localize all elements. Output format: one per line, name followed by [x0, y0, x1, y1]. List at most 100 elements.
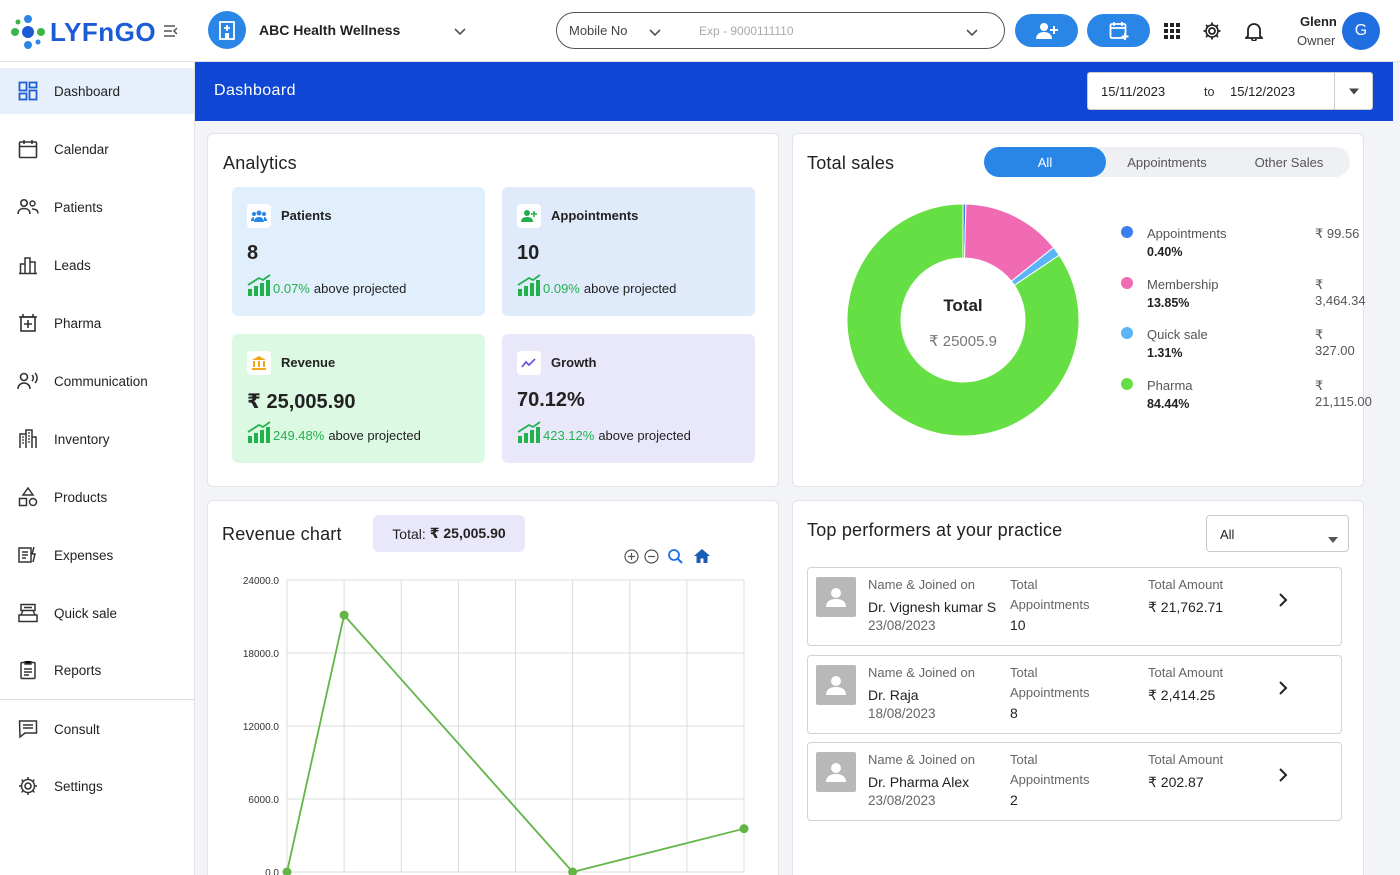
- gear-icon[interactable]: [1201, 20, 1223, 42]
- appointments-header-line1: Total: [1010, 577, 1038, 592]
- amount-header: Total Amount: [1148, 664, 1224, 680]
- chevron-down-icon[interactable]: [454, 23, 466, 41]
- date-from[interactable]: 15/11/2023: [1101, 84, 1166, 99]
- legend-dot: [1121, 226, 1133, 238]
- page-header: Dashboard 15/11/2023 to 15/12/2023: [195, 62, 1393, 121]
- sidebar-item-expenses[interactable]: Expenses: [0, 532, 194, 578]
- stat-card-revenue[interactable]: Revenue ₹ 25,005.90 249.48% above projec…: [232, 334, 485, 463]
- sidebar-item-patients[interactable]: Patients: [0, 184, 194, 230]
- products-icon: [17, 486, 39, 508]
- sidebar-item-settings[interactable]: Settings: [0, 763, 194, 809]
- stat-card-appointments[interactable]: Appointments 10 0.09% above projected: [502, 187, 755, 316]
- sidebar-item-inventory[interactable]: Inventory: [0, 416, 194, 462]
- add-appointment-button[interactable]: [1087, 14, 1150, 47]
- revenue-data-point[interactable]: [568, 867, 578, 875]
- chevron-right-icon[interactable]: [1278, 680, 1288, 700]
- stat-trend: 423.12% above projected: [517, 421, 691, 443]
- inventory-icon: [17, 428, 39, 450]
- stat-label: Appointments: [551, 208, 639, 223]
- donut-slice-pharma[interactable]: [846, 203, 1080, 437]
- search-input[interactable]: [699, 20, 949, 42]
- home-icon[interactable]: [693, 548, 711, 564]
- revenue-data-point[interactable]: [282, 867, 292, 875]
- clinic-selector[interactable]: ABC Health Wellness: [208, 11, 466, 49]
- revenue-total-label: Total:: [392, 525, 426, 542]
- sidebar-item-quick-sale[interactable]: Quick sale: [0, 590, 194, 636]
- performer-name-header: Name & Joined on: [868, 752, 975, 767]
- avatar[interactable]: G: [1342, 12, 1380, 50]
- performer-joined-date: 23/08/2023: [868, 618, 936, 633]
- legend-name: Membership: [1147, 276, 1219, 292]
- performer-row[interactable]: Name & Joined on Dr. Pharma Alex 23/08/202…: [807, 742, 1342, 821]
- revenue-data-point[interactable]: [339, 610, 349, 620]
- revenue-line-chart[interactable]: 24000.0 18000.0 12000.0 6000.0 0.0: [218, 566, 758, 875]
- sales-donut-chart[interactable]: [845, 202, 1081, 438]
- performer-amount: ₹ 2,414.25: [1148, 686, 1216, 703]
- date-range-picker[interactable]: 15/11/2023 to 15/12/2023: [1087, 72, 1373, 110]
- legend-dot: [1121, 377, 1133, 390]
- sidebar-item-dashboard[interactable]: Dashboard: [0, 68, 194, 114]
- performer-name-header: Name & Joined on: [868, 664, 975, 680]
- bar-trend-icon: [517, 421, 541, 443]
- caret-down-icon: [1328, 530, 1338, 548]
- amount-header: Total Amount: [1148, 752, 1224, 767]
- performer-row[interactable]: Name & Joined on Dr. Raja 18/08/2023 Total A…: [807, 654, 1342, 734]
- date-dropdown-button[interactable]: [1334, 73, 1372, 109]
- performer-amount: ₹ 21,762.71: [1148, 599, 1224, 615]
- chevron-down-icon[interactable]: [649, 24, 661, 42]
- stat-card-patients[interactable]: Patients 8 0.07% above projected: [232, 187, 485, 316]
- chevron-right-icon[interactable]: [1278, 768, 1288, 787]
- sidebar-item-leads[interactable]: Leads: [0, 242, 194, 288]
- date-to[interactable]: 15/12/2023: [1230, 84, 1296, 99]
- menu-collapse-icon[interactable]: [164, 24, 180, 40]
- bell-icon[interactable]: [1243, 20, 1265, 42]
- performer-name-header: Name & Joined on: [868, 577, 975, 592]
- brand-logo[interactable]: LYFnGO: [10, 14, 180, 50]
- sidebar-item-calendar[interactable]: Calendar: [0, 126, 194, 172]
- revenue-total-value: ₹ 25,005.90: [429, 525, 506, 541]
- sidebar-item-reports[interactable]: Reports: [0, 647, 194, 693]
- sidebar-item-label: Pharma: [54, 315, 102, 331]
- tab-other-sales[interactable]: Other Sales: [1254, 154, 1324, 170]
- performer-appointments: 2: [1010, 792, 1018, 808]
- top-performers-card: Top performers at your practice All Name…: [792, 500, 1364, 875]
- sidebar-item-communication[interactable]: Communication: [0, 358, 194, 404]
- scrollbar[interactable]: [1393, 62, 1400, 875]
- performer-amount: ₹ 202.87: [1148, 774, 1204, 790]
- sidebar-divider: [0, 699, 194, 700]
- sidebar-item-pharma[interactable]: Pharma: [0, 300, 194, 346]
- stat-trend: 0.07% above projected: [247, 274, 406, 296]
- stat-card-growth[interactable]: Growth 70.12% 423.12% above projected: [502, 334, 755, 463]
- apps-grid-icon[interactable]: [1161, 20, 1183, 42]
- performers-filter-select[interactable]: All: [1206, 515, 1349, 552]
- top-performers-title: Top performers at your practice: [807, 520, 1063, 540]
- bar-trend-icon: [247, 421, 271, 443]
- stat-trend: 0.09% above projected: [517, 274, 676, 296]
- performer-name: Dr. Raja: [868, 686, 919, 703]
- date-to-label: to: [1204, 85, 1215, 99]
- appointments-header-line2: Appointments: [1010, 597, 1090, 612]
- chevron-down-icon[interactable]: [966, 24, 978, 42]
- sales-tabs: All Appointments Other Sales: [984, 147, 1350, 177]
- performer-name: Dr. Vignesh kumar S: [868, 599, 997, 615]
- sidebar-item-products[interactable]: Products: [0, 474, 194, 520]
- zoom-in-icon[interactable]: [624, 548, 639, 564]
- performer-row[interactable]: Name & Joined on Dr. Vignesh kumar S 23/08…: [807, 567, 1342, 646]
- stat-label: Patients: [281, 208, 332, 223]
- bar-trend-icon: [247, 274, 271, 296]
- expenses-icon: [17, 544, 39, 566]
- legend-amount: ₹ 99.56: [1315, 226, 1360, 241]
- sidebar-item-consult[interactable]: Consult: [0, 706, 194, 752]
- top-bar: LYFnGO ABC Health Wellness Mobile No: [0, 0, 1400, 62]
- stat-percent: 423.12%: [543, 428, 595, 443]
- magnifier-icon[interactable]: [667, 548, 685, 564]
- zoom-out-icon[interactable]: [644, 548, 659, 564]
- tab-appointments[interactable]: Appointments: [1127, 154, 1207, 170]
- add-patient-button[interactable]: [1015, 14, 1078, 47]
- stat-percent: 0.07%: [273, 281, 310, 296]
- sidebar-item-label: Reports: [54, 662, 102, 678]
- chevron-right-icon[interactable]: [1278, 593, 1288, 612]
- tab-all[interactable]: All: [984, 147, 1106, 177]
- revenue-data-point[interactable]: [739, 824, 749, 834]
- search-type-select[interactable]: Mobile No: [569, 23, 628, 38]
